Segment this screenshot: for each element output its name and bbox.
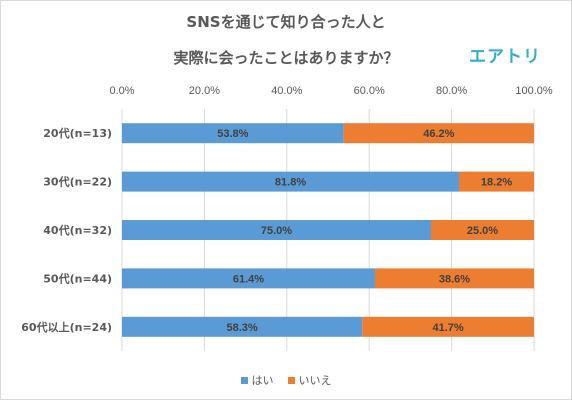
legend-swatch-no bbox=[287, 376, 295, 384]
bar-no-4 bbox=[362, 316, 534, 337]
x-tick-label-2: 40.0% bbox=[271, 85, 302, 97]
legend-label-no: いいえ bbox=[298, 374, 332, 387]
category-label-1: 30代(n=22) bbox=[43, 175, 112, 189]
category-label-0: 20代(n=13) bbox=[43, 126, 112, 140]
bar-no-3 bbox=[374, 268, 534, 289]
bar-yes-3 bbox=[122, 268, 375, 289]
data-label-yes-2: 75.0% bbox=[261, 225, 292, 237]
data-label-yes-4: 58.3% bbox=[226, 322, 257, 334]
bar-no-2 bbox=[431, 220, 534, 240]
x-tick-label-3: 60.0% bbox=[354, 85, 385, 97]
chart-title-line-1: SNSを通じて知り合った人と bbox=[186, 13, 386, 31]
bar-no-0 bbox=[343, 123, 534, 144]
legend-label-yes: はい bbox=[251, 374, 274, 387]
bar-yes-1 bbox=[122, 171, 460, 192]
legend-item-no: いいえ bbox=[287, 372, 332, 388]
data-label-yes-3: 61.4% bbox=[233, 273, 264, 285]
category-label-3: 50代(n=44) bbox=[43, 271, 112, 285]
category-label-2: 40代(n=32) bbox=[43, 223, 112, 237]
bar-yes-2 bbox=[122, 220, 431, 240]
legend-swatch-yes bbox=[240, 376, 248, 384]
x-tick-label-4: 80.0% bbox=[436, 85, 467, 97]
data-label-no-3: 38.6% bbox=[439, 273, 470, 285]
data-label-no-0: 46.2% bbox=[423, 128, 454, 140]
legend: はい いいえ bbox=[1, 372, 571, 388]
data-label-yes-0: 53.8% bbox=[217, 128, 248, 140]
x-tick-label-0: 0.0% bbox=[109, 85, 134, 97]
legend-item-yes: はい bbox=[240, 372, 274, 388]
data-label-no-1: 18.2% bbox=[481, 177, 512, 189]
bar-no-1 bbox=[459, 171, 534, 192]
airtrip-logo: エアトリ bbox=[469, 47, 541, 67]
category-label-4: 60代以上(n=24) bbox=[21, 320, 112, 334]
x-tick-label-1: 20.0% bbox=[189, 85, 220, 97]
data-label-no-2: 25.0% bbox=[467, 225, 498, 237]
bar-yes-0 bbox=[122, 123, 344, 144]
bar-yes-4 bbox=[122, 316, 363, 337]
chart-title-line-2: 実際に会ったことはありますか？ bbox=[173, 49, 399, 67]
data-label-no-4: 41.7% bbox=[432, 322, 463, 334]
data-label-yes-1: 81.8% bbox=[275, 177, 306, 189]
x-tick-label-5: 100.0% bbox=[515, 85, 553, 97]
